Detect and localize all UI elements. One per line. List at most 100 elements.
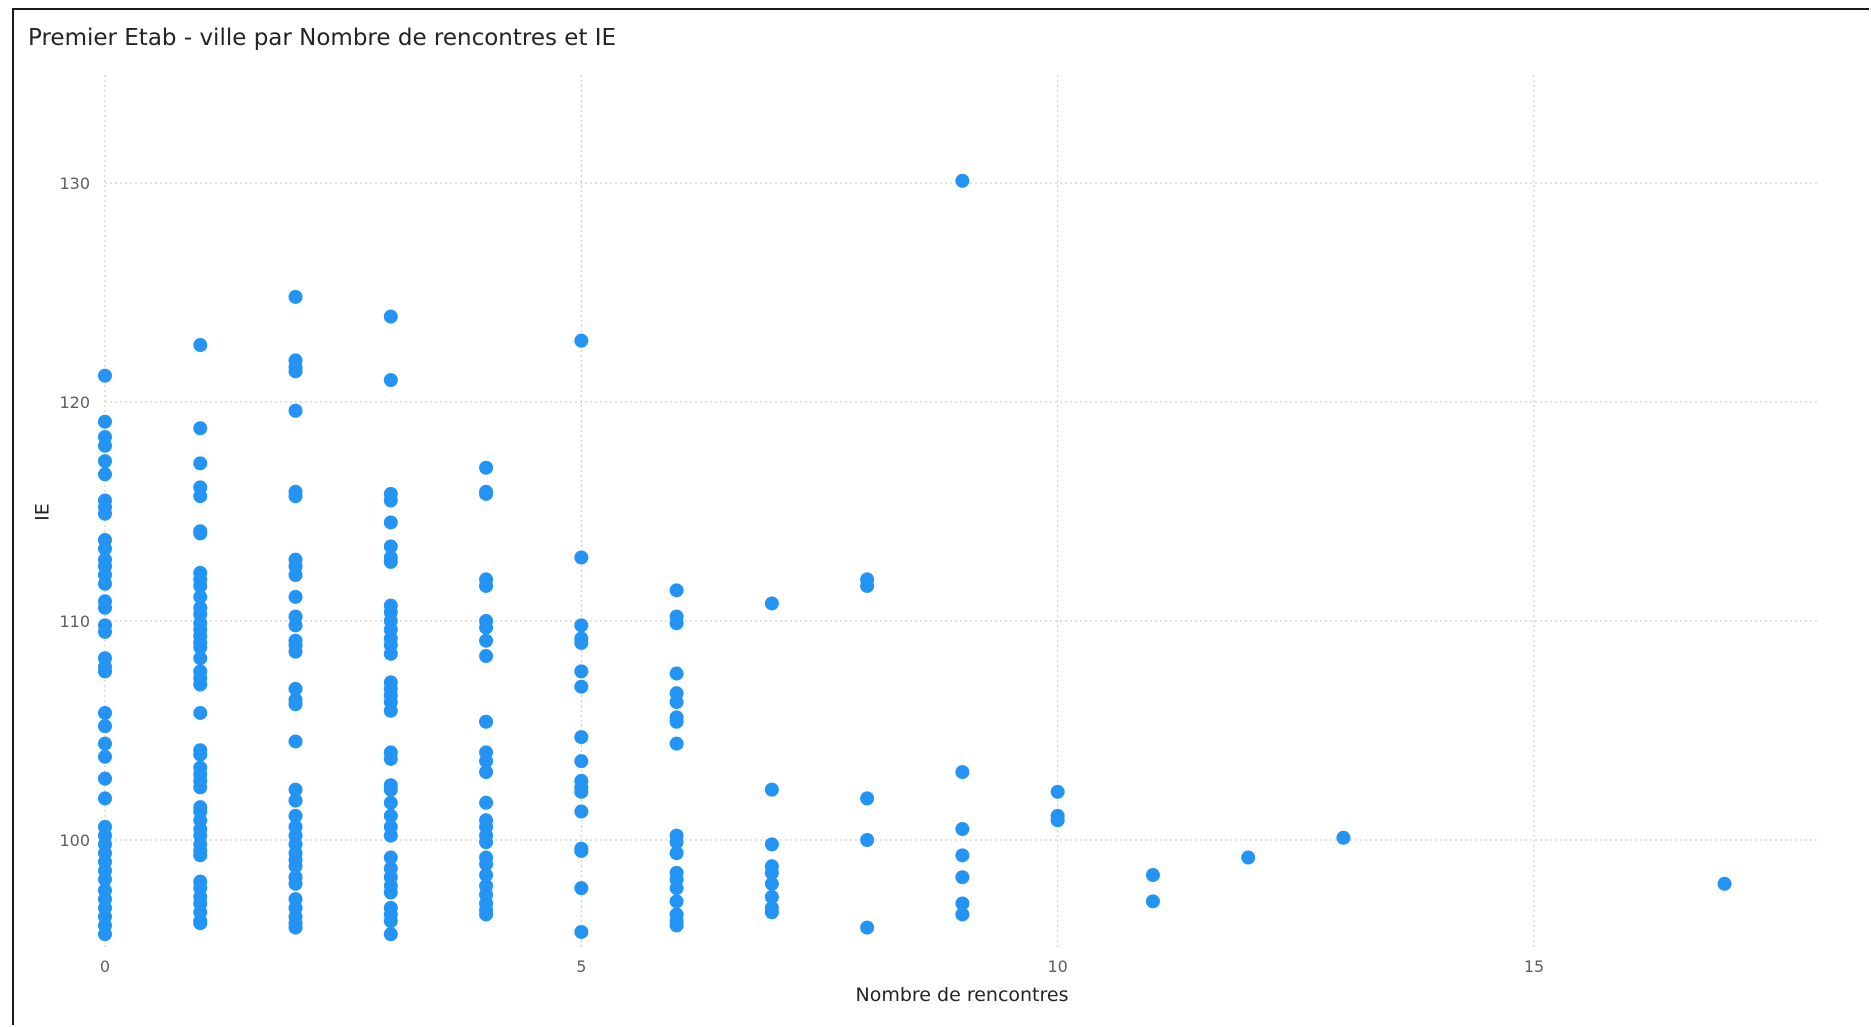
scatter-point[interactable]	[479, 486, 494, 501]
scatter-point[interactable]	[98, 438, 112, 453]
scatter-point[interactable]	[383, 782, 398, 797]
scatter-point[interactable]	[574, 881, 589, 896]
scatter-point[interactable]	[98, 705, 112, 720]
scatter-point[interactable]	[383, 751, 398, 766]
scatter-point[interactable]	[955, 765, 970, 780]
scatter-point[interactable]	[193, 677, 208, 692]
scatter-point[interactable]	[479, 835, 494, 850]
scatter-point[interactable]	[193, 489, 208, 504]
scatter-point[interactable]	[288, 289, 303, 304]
scatter-point[interactable]	[669, 835, 684, 850]
scatter-point[interactable]	[288, 697, 303, 712]
scatter-point[interactable]	[574, 924, 589, 939]
scatter-point[interactable]	[764, 865, 779, 880]
scatter-point[interactable]	[288, 920, 303, 935]
scatter-point[interactable]	[574, 664, 589, 679]
scatter-point[interactable]	[479, 649, 494, 664]
scatter-point[interactable]	[98, 576, 112, 591]
scatter-point[interactable]	[193, 456, 208, 471]
scatter-point[interactable]	[383, 309, 398, 324]
scatter-point[interactable]	[383, 493, 398, 508]
scatter-point[interactable]	[193, 589, 208, 604]
scatter-point[interactable]	[98, 927, 112, 942]
scatter-point[interactable]	[479, 460, 494, 475]
scatter-point[interactable]	[98, 506, 112, 521]
scatter-point[interactable]	[479, 868, 494, 883]
scatter-point[interactable]	[574, 754, 589, 769]
scatter-point[interactable]	[669, 583, 684, 598]
scatter-point[interactable]	[98, 736, 112, 751]
scatter-point[interactable]	[764, 889, 779, 904]
scatter-point[interactable]	[193, 640, 208, 655]
scatter-point[interactable]	[669, 846, 684, 861]
scatter-point[interactable]	[98, 749, 112, 764]
scatter-point[interactable]	[1717, 876, 1732, 891]
scatter-point[interactable]	[574, 784, 589, 799]
scatter-point[interactable]	[574, 843, 589, 858]
scatter-point[interactable]	[1145, 894, 1160, 909]
scatter-point[interactable]	[669, 881, 684, 896]
scatter-point[interactable]	[383, 539, 398, 554]
scatter-point[interactable]	[383, 850, 398, 865]
scatter-point[interactable]	[479, 907, 494, 922]
scatter-point[interactable]	[98, 368, 112, 383]
scatter-point[interactable]	[288, 876, 303, 891]
scatter-point[interactable]	[193, 780, 208, 795]
scatter-point[interactable]	[193, 705, 208, 720]
scatter-point[interactable]	[288, 644, 303, 659]
scatter-point[interactable]	[1336, 830, 1351, 845]
scatter-point[interactable]	[98, 414, 112, 429]
scatter-point[interactable]	[288, 618, 303, 633]
scatter-point[interactable]	[288, 568, 303, 583]
scatter-point[interactable]	[1145, 868, 1160, 883]
scatter-point[interactable]	[288, 589, 303, 604]
scatter-point[interactable]	[764, 876, 779, 891]
scatter-point[interactable]	[288, 782, 303, 797]
scatter-point[interactable]	[764, 596, 779, 611]
scatter-point[interactable]	[383, 646, 398, 661]
scatter-point[interactable]	[764, 837, 779, 852]
scatter-point[interactable]	[288, 681, 303, 696]
scatter-point[interactable]	[764, 905, 779, 920]
scatter-point[interactable]	[288, 734, 303, 749]
scatter-point[interactable]	[98, 624, 112, 639]
scatter-point[interactable]	[98, 771, 112, 786]
scatter-point[interactable]	[98, 872, 112, 887]
scatter-point[interactable]	[383, 808, 398, 823]
scatter-point[interactable]	[383, 554, 398, 569]
scatter-point[interactable]	[860, 578, 875, 593]
scatter-point[interactable]	[479, 620, 494, 635]
scatter-point[interactable]	[1241, 850, 1256, 865]
scatter-point[interactable]	[383, 927, 398, 942]
scatter-point[interactable]	[98, 541, 112, 556]
scatter-point[interactable]	[574, 333, 589, 348]
scatter-point[interactable]	[479, 795, 494, 810]
scatter-point[interactable]	[479, 857, 494, 872]
scatter-point[interactable]	[288, 859, 303, 874]
scatter-point[interactable]	[574, 804, 589, 819]
scatter-point[interactable]	[955, 822, 970, 837]
scatter-point[interactable]	[193, 526, 208, 541]
scatter-point[interactable]	[193, 747, 208, 762]
scatter-point[interactable]	[574, 550, 589, 565]
scatter-point[interactable]	[479, 578, 494, 593]
scatter-point[interactable]	[574, 679, 589, 694]
scatter-point[interactable]	[193, 421, 208, 436]
scatter-point[interactable]	[955, 896, 970, 911]
scatter-point[interactable]	[193, 651, 208, 666]
scatter-point[interactable]	[860, 833, 875, 847]
scatter-point[interactable]	[669, 616, 684, 631]
scatter-point[interactable]	[383, 828, 398, 843]
scatter-point[interactable]	[574, 635, 589, 650]
scatter-point[interactable]	[574, 618, 589, 633]
scatter-point[interactable]	[383, 885, 398, 900]
scatter-point[interactable]	[383, 373, 398, 388]
scatter-point[interactable]	[193, 338, 208, 353]
scatter-point[interactable]	[479, 633, 494, 648]
scatter-point[interactable]	[288, 793, 303, 808]
scatter-point[interactable]	[669, 666, 684, 681]
scatter-point[interactable]	[955, 907, 970, 922]
scatter-point[interactable]	[1050, 813, 1065, 828]
scatter-point[interactable]	[479, 754, 494, 769]
scatter-point[interactable]	[98, 467, 112, 482]
